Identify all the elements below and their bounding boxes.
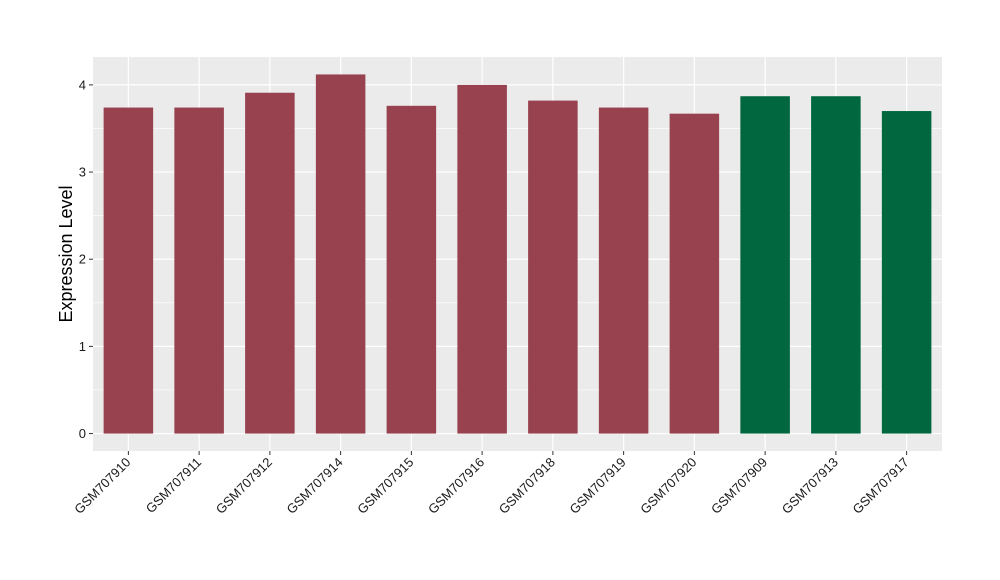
x-tick-label: GSM707916 bbox=[425, 455, 487, 517]
x-tick-label: GSM707909 bbox=[708, 455, 770, 517]
bar-GSM707920 bbox=[669, 113, 720, 434]
bar-GSM707912 bbox=[245, 92, 295, 434]
bar-GSM707913 bbox=[811, 96, 861, 434]
x-tick-label: GSM707912 bbox=[213, 455, 275, 517]
bar-GSM707919 bbox=[598, 107, 649, 434]
x-tick-label: GSM707915 bbox=[354, 455, 416, 517]
bars bbox=[103, 74, 932, 434]
bar-GSM707909 bbox=[740, 96, 790, 434]
bar-GSM707917 bbox=[881, 111, 932, 434]
x-tick-label: GSM707911 bbox=[143, 455, 205, 517]
y-tick-label: 2 bbox=[79, 252, 86, 267]
bar-GSM707916 bbox=[457, 84, 507, 434]
x-tick-label: GSM707913 bbox=[779, 455, 841, 517]
y-tick-label: 4 bbox=[79, 77, 86, 92]
bar-GSM707910 bbox=[103, 107, 154, 434]
bar-GSM707914 bbox=[315, 74, 366, 434]
y-tick-label: 1 bbox=[79, 339, 86, 354]
bar-GSM707911 bbox=[174, 107, 224, 434]
x-axis: GSM707910 GSM707911 GSM707912 GSM707914 GSM7… bbox=[71, 451, 912, 517]
x-tick-label: GSM707918 bbox=[496, 455, 558, 517]
minor-gridlines bbox=[93, 128, 942, 391]
x-tick-label: GSM707910 bbox=[71, 455, 133, 517]
x-tick-label: GSM707919 bbox=[567, 455, 629, 517]
y-axis-title: Expression Level bbox=[56, 185, 76, 322]
x-tick-label: GSM707920 bbox=[637, 455, 699, 517]
y-axis: 0 1 2 3 4 bbox=[79, 77, 93, 441]
bar-GSM707918 bbox=[528, 100, 578, 434]
bar-GSM707915 bbox=[386, 105, 437, 434]
y-tick-label: 3 bbox=[79, 165, 86, 180]
x-tick-label: GSM707914 bbox=[284, 455, 346, 517]
y-tick-label: 0 bbox=[79, 426, 86, 441]
x-tick-label: GSM707917 bbox=[850, 455, 912, 517]
plot-panel bbox=[93, 57, 942, 451]
